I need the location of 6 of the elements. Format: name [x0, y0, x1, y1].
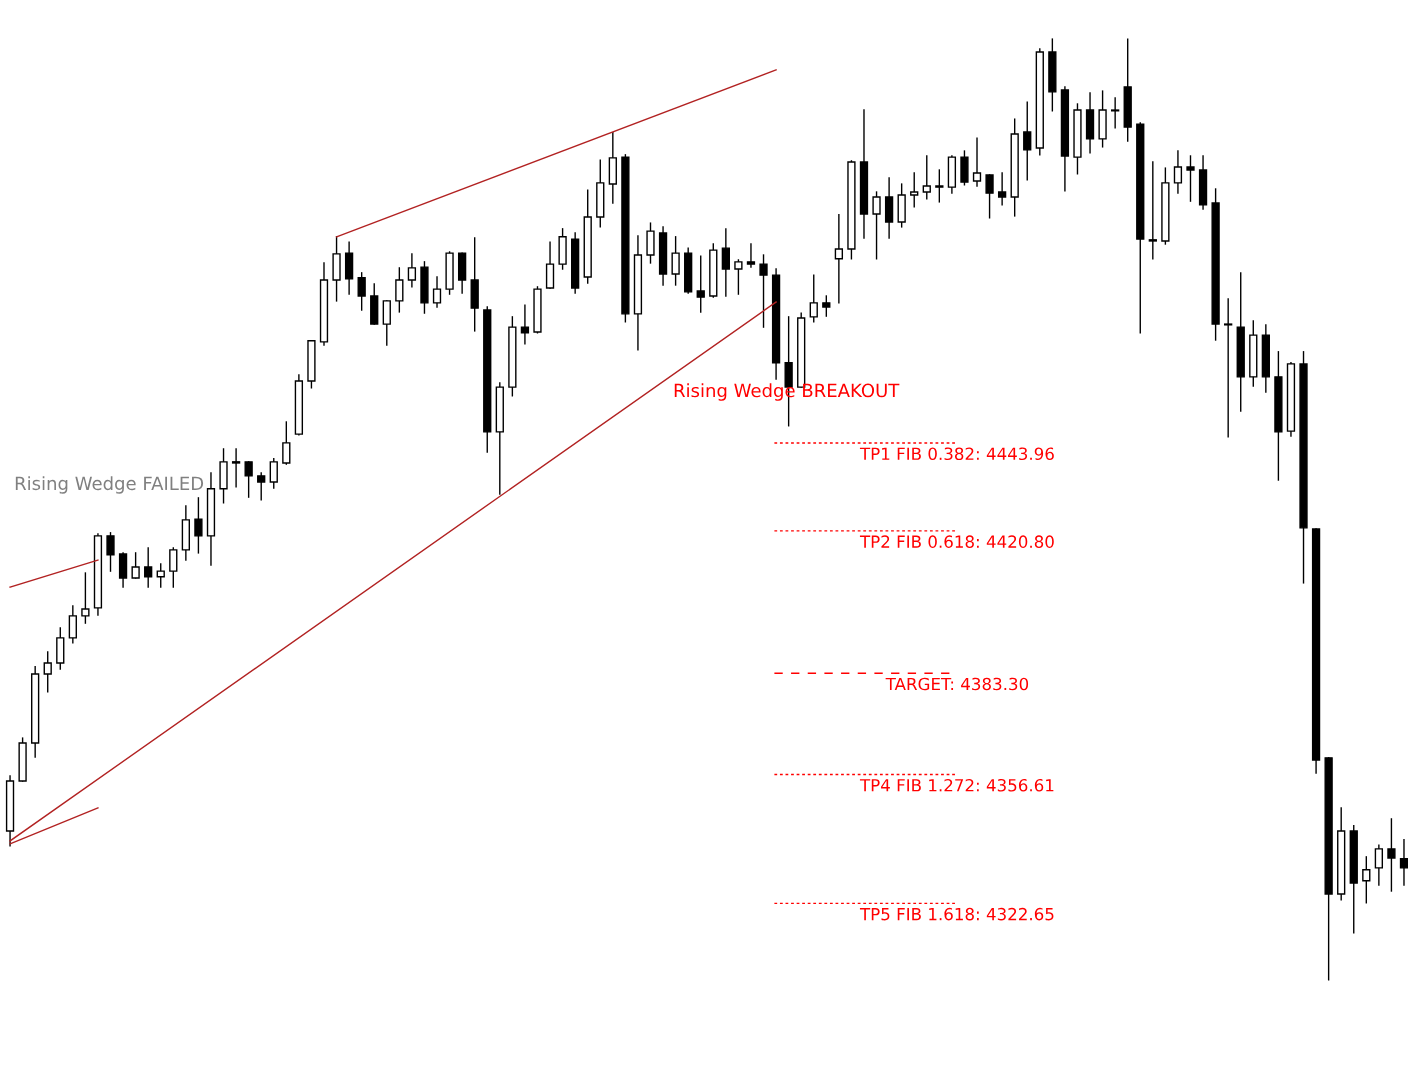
ref-line-label: TP5 FIB 1.618: 4322.65: [859, 907, 1054, 921]
ref-line-label: TP1 FIB 0.382: 4443.96: [859, 447, 1054, 461]
ref-line-label: TARGET: 4383.30: [885, 677, 1029, 691]
ref-line-label: TP4 FIB 1.272: 4356.61: [859, 778, 1054, 792]
annotation: Rising Wedge FAILED: [15, 476, 204, 494]
ref-line-label: TP2 FIB 0.618: 4420.80: [859, 535, 1054, 548]
